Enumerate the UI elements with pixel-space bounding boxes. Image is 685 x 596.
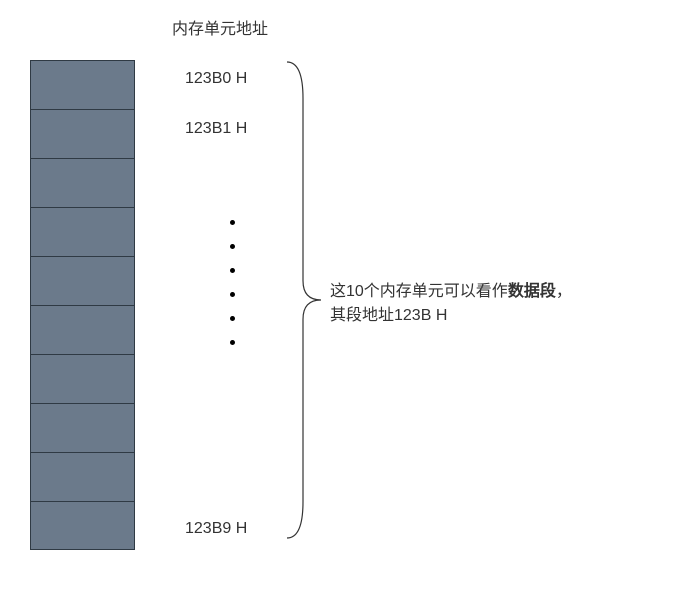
memory-cell — [30, 60, 135, 109]
memory-cell — [30, 256, 135, 305]
dot — [230, 340, 235, 345]
memory-cell — [30, 158, 135, 207]
memory-cell — [30, 354, 135, 403]
dot — [230, 244, 235, 249]
ellipsis-dots — [230, 220, 235, 345]
desc-part2: ， — [556, 283, 572, 300]
dot — [230, 220, 235, 225]
diagram-title: 内存单元地址 — [172, 15, 268, 39]
dot — [230, 268, 235, 273]
memory-cell — [30, 452, 135, 501]
memory-column — [30, 60, 135, 550]
desc-part1: 这10个内存单元可以看作 — [330, 283, 508, 300]
dot — [230, 316, 235, 321]
addr-label-last: 123B9 H — [185, 520, 247, 538]
memory-cell — [30, 207, 135, 256]
curly-brace — [285, 60, 325, 540]
desc-bold: 数据段 — [508, 283, 556, 300]
memory-cell — [30, 109, 135, 158]
memory-cell — [30, 403, 135, 452]
desc-line2: 其段地址123B H — [330, 307, 447, 324]
description-text: 这10个内存单元可以看作数据段， 其段地址123B H — [330, 280, 572, 328]
addr-label-second: 123B1 H — [185, 120, 247, 138]
dot — [230, 292, 235, 297]
addr-label-first: 123B0 H — [185, 70, 247, 88]
memory-cell — [30, 501, 135, 550]
memory-cell — [30, 305, 135, 354]
